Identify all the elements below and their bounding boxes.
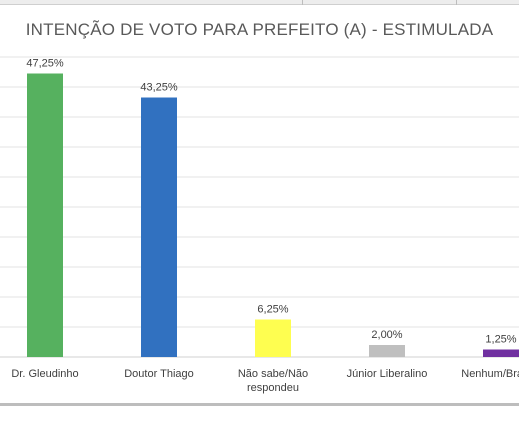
data-label: 1,25% <box>485 334 516 346</box>
category-label: Nenhum/Branco <box>461 368 519 380</box>
bar-chart: 47,25% Dr. Gleudinho 43,25% Doutor Thiago 6,… <box>0 56 519 394</box>
category-label: Dr. Gleudinho <box>11 368 78 380</box>
bar <box>141 97 177 357</box>
category-label: Não sabe/Não respondeu <box>238 368 308 394</box>
chart-title: INTENÇÃO DE VOTO PARA PREFEITO (A) - EST… <box>25 20 494 39</box>
spreadsheet-below <box>0 406 519 440</box>
category-label: Júnior Liberalino <box>347 368 428 380</box>
spreadsheet-top-edge <box>0 0 519 5</box>
cell-divider <box>456 0 457 5</box>
chart-area[interactable]: INTENÇÃO DE VOTO PARA PREFEITO (A) - EST… <box>0 5 519 403</box>
category-label: Doutor Thiago <box>124 368 194 380</box>
cell-divider <box>302 0 303 5</box>
bar <box>483 349 519 357</box>
data-label: 47,25% <box>26 58 64 70</box>
spreadsheet-bottom-edge <box>0 403 519 406</box>
data-label: 43,25% <box>140 82 178 94</box>
data-label: 6,25% <box>257 304 288 316</box>
data-label: 2,00% <box>371 329 402 341</box>
bar <box>255 319 291 357</box>
bar <box>27 73 63 357</box>
bar <box>369 345 405 357</box>
